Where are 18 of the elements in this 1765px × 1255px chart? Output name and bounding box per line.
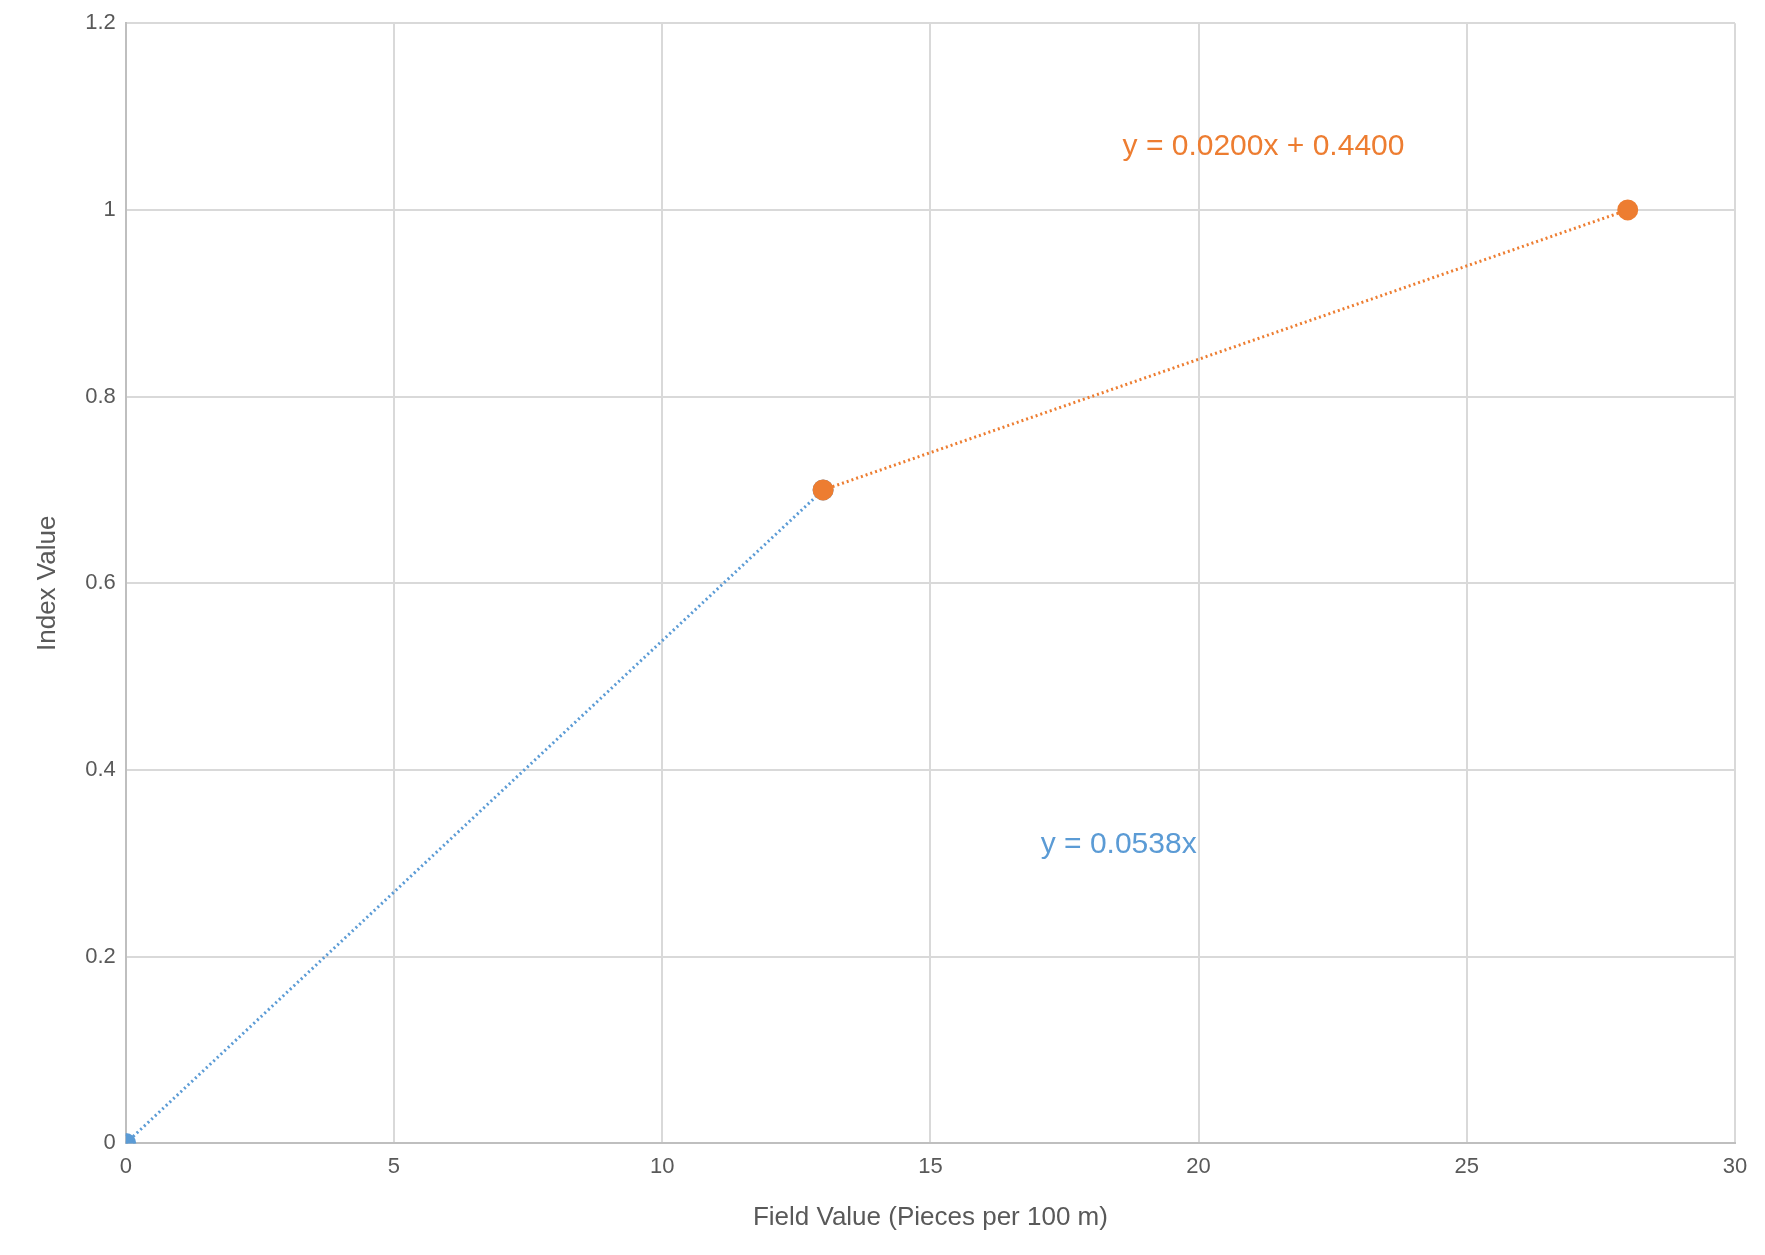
annotation: y = 0.0538x — [1040, 825, 1197, 859]
y-axis-title: Index Value — [30, 515, 61, 651]
x-tick-label: 5 — [387, 1152, 401, 1178]
x-tick-label: 20 — [1186, 1152, 1211, 1178]
x-tick-label: 15 — [918, 1152, 943, 1178]
y-tick-label: 0 — [103, 1129, 116, 1155]
x-tick-label: 10 — [649, 1152, 675, 1178]
x-tick-label: 30 — [1722, 1152, 1748, 1178]
y-tick-label: 0.6 — [85, 569, 116, 595]
x-tick-label: 25 — [1454, 1152, 1480, 1178]
y-tick-label: 0.4 — [85, 756, 116, 782]
annotation: y = 0.0200x + 0.4400 — [1122, 127, 1405, 161]
y-tick-label: 0.8 — [85, 382, 116, 408]
y-tick-label: 1.2 — [85, 9, 116, 35]
y-tick-label: 0.2 — [85, 942, 116, 968]
y-tick-label: 1 — [103, 195, 116, 221]
x-tick-label: 0 — [119, 1152, 132, 1178]
x-axis-title: Field Value (Pieces per 100 m) — [752, 1200, 1108, 1231]
